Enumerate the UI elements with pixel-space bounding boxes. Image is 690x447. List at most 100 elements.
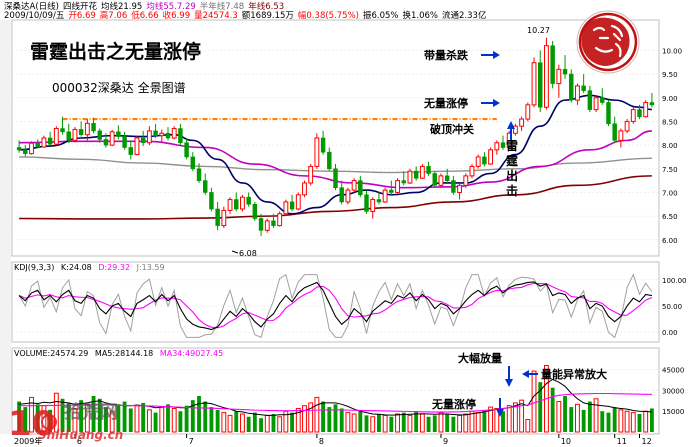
volume-bar-up (264, 414, 270, 433)
candle-body-down (612, 123, 617, 141)
volume-bar-up (506, 405, 512, 433)
candle-body-down (426, 166, 431, 174)
volume-bar-up (488, 406, 494, 433)
candle-body-down (289, 201, 295, 210)
candle-body-up (227, 199, 233, 211)
watermark-url: ShiHuang.cn (38, 428, 123, 442)
candle-body-down (389, 189, 394, 193)
candle-body-up (41, 137, 47, 148)
x-axis-ticks: 2009年 6 7 8 9 10 11 12 (14, 434, 652, 446)
volume-bar-down (66, 402, 71, 432)
candle-body-up (407, 170, 413, 184)
volume-bar-up (109, 410, 115, 433)
volume-bar-up (519, 399, 525, 433)
candlesticks (16, 37, 655, 237)
volume-bar-down (432, 415, 437, 432)
volume-bar-up (419, 413, 425, 433)
header-field: 振6.05% (363, 10, 399, 21)
volume-bar-up (84, 403, 90, 433)
volume-bar-down (209, 407, 214, 432)
candle-body-up (53, 128, 59, 145)
volume-bar-down (451, 416, 456, 432)
volume-tick-label: 45000 (662, 367, 684, 375)
header-field: 高7.06 (100, 10, 127, 21)
volume-bar-up (370, 416, 376, 433)
x-month-label: 6 (77, 437, 82, 446)
volume-bar-up (463, 413, 469, 433)
candle-body-down (252, 203, 258, 219)
volume-bar-down (290, 412, 294, 432)
volume-bar-down (215, 409, 220, 432)
x-year-label: 2009年 (14, 436, 42, 446)
thunder-char: 出 (506, 168, 518, 183)
header-field: 半年线7.48 (200, 1, 244, 12)
candle-body-down (258, 218, 264, 231)
volume-bar-up (531, 370, 537, 433)
candle-body-down (569, 73, 574, 101)
candle-body-down (333, 168, 338, 189)
header-field: 低6.66 (131, 10, 158, 21)
volume-bar-down (600, 411, 605, 432)
kdj-k-line (18, 281, 652, 331)
candle-body-up (295, 194, 301, 210)
volume-bar-down (178, 411, 183, 432)
volume-bar-up (277, 416, 283, 433)
volume-bar-down (259, 418, 263, 432)
high-price-label: 10.27 (527, 26, 550, 35)
volume-bar-up (308, 402, 314, 433)
volume-bar-down (414, 411, 419, 432)
candle-body-down (451, 180, 456, 193)
volume-bar-down (569, 407, 574, 432)
kdj-tick-label: 100.00 (662, 277, 687, 285)
candle-body-down (190, 156, 196, 170)
volume-bar-up (221, 412, 227, 433)
volume-bar-up (345, 412, 351, 433)
candle-body-up (643, 101, 649, 118)
volume-bar-down (649, 408, 654, 432)
candle-body-up (494, 142, 500, 151)
header-field: 开6.69 (68, 11, 95, 21)
candle-body-up (525, 104, 531, 120)
candle-body-down (432, 173, 437, 186)
volume-bar-down (128, 408, 133, 432)
candle-body-down (209, 192, 214, 210)
candle-body-up (314, 137, 320, 167)
candle-body-down (202, 180, 208, 193)
header-field: 量24574.3 (194, 11, 238, 21)
candle-body-down (215, 208, 220, 226)
price-tick-label: 6.00 (662, 237, 678, 245)
volume-bar-down (581, 409, 586, 432)
volume-bar-down (234, 411, 239, 432)
arrow-no-volume-limit-vol (496, 398, 504, 417)
volume-bar-up (227, 414, 233, 433)
volume-bar-up (438, 412, 444, 433)
thunder-char: 霆 (506, 154, 519, 168)
candle-body-up (475, 156, 481, 167)
candle-body-down (482, 156, 487, 165)
volume-bar-down (501, 411, 505, 432)
price-tick-label: 8.50 (662, 118, 678, 126)
volume-bar-down (197, 396, 201, 432)
main-title: 雷霆出击之无量涨停 (30, 40, 201, 63)
x-month-label: 7 (189, 437, 194, 446)
volume-bar-down (321, 401, 326, 432)
volume-bar-down (339, 408, 344, 432)
arrow-abnormal-volume (522, 370, 538, 378)
candle-body-down (184, 142, 189, 158)
candle-body-down (587, 90, 593, 110)
candle-body-down (128, 147, 133, 155)
volume-bar-down (153, 412, 158, 432)
candle-body-up (419, 165, 425, 179)
volume-bar-up (29, 396, 34, 433)
candle-body-up (395, 180, 400, 193)
candle-body-down (60, 128, 65, 133)
price-tick-label: 6.50 (662, 213, 678, 221)
candle-body-up (531, 62, 537, 106)
volume-bar-down (364, 415, 369, 432)
candle-body-up (556, 68, 562, 85)
candle-body-up (109, 131, 115, 146)
volume-bar-down (426, 416, 431, 432)
candle-body-up (171, 128, 177, 139)
annotation-abnormal-volume: 量能异常放大 (541, 367, 607, 381)
